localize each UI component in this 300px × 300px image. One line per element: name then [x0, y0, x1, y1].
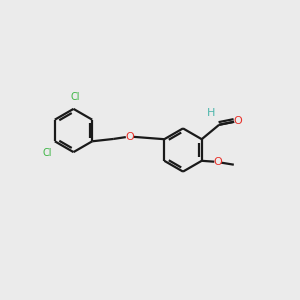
Text: O: O: [213, 157, 222, 167]
Text: H: H: [206, 108, 215, 118]
Text: Cl: Cl: [70, 92, 80, 102]
Text: Cl: Cl: [43, 148, 52, 158]
Text: O: O: [125, 132, 134, 142]
Text: O: O: [233, 116, 242, 126]
